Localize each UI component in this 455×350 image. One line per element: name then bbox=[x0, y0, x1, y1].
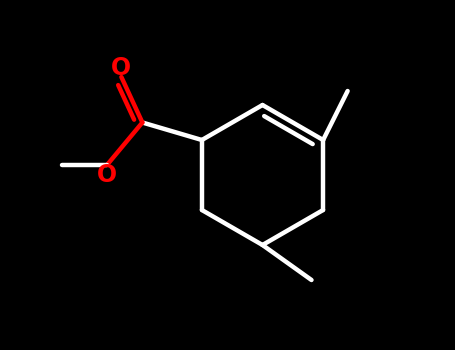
Text: O: O bbox=[111, 56, 131, 80]
Text: O: O bbox=[97, 163, 117, 187]
